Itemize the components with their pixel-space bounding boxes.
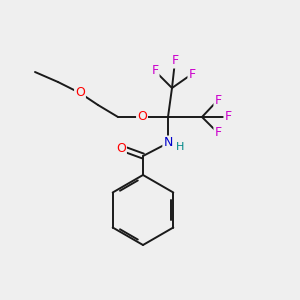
Text: F: F <box>214 94 222 106</box>
Text: O: O <box>137 110 147 124</box>
Text: F: F <box>224 110 232 124</box>
Text: H: H <box>176 142 184 152</box>
Text: F: F <box>188 68 196 80</box>
Text: F: F <box>214 127 222 140</box>
Text: N: N <box>163 136 173 149</box>
Text: O: O <box>116 142 126 154</box>
Text: O: O <box>75 86 85 100</box>
Text: F: F <box>171 55 178 68</box>
Text: F: F <box>152 64 159 77</box>
